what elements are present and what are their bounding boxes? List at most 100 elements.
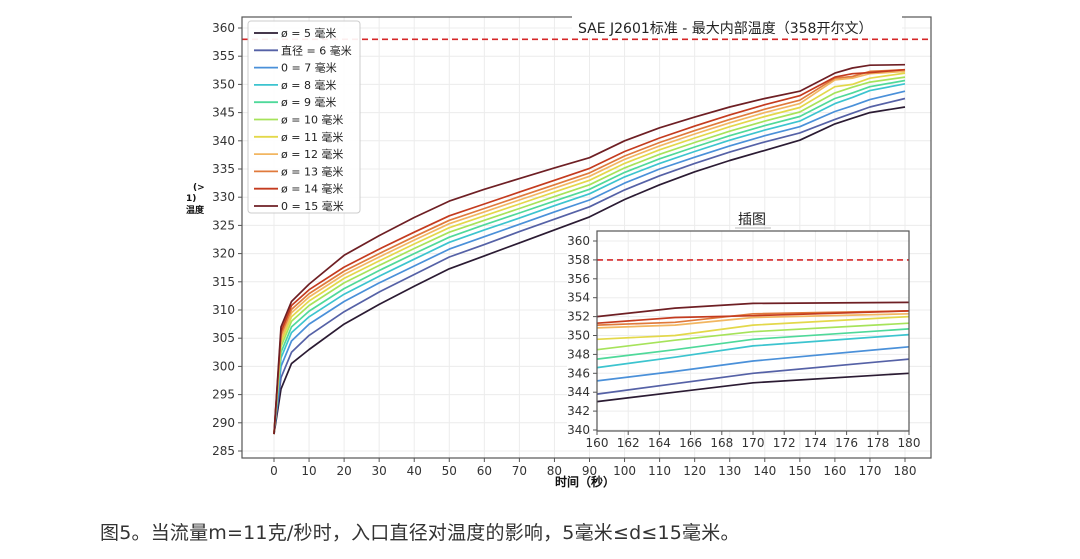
inset-series-line-14mm: [596, 310, 910, 325]
inset-series-line-11mm: [596, 315, 910, 341]
series-line-12mm: [273, 70, 906, 435]
series-line-7mm: [273, 90, 906, 435]
y-tick-label: 315: [212, 275, 235, 289]
inset-series-line-7mm: [596, 345, 910, 382]
inset-x-tick-label: 170: [742, 436, 765, 450]
chart-title: SAE J2601标准 - 最大内部温度（358开尔文）: [578, 21, 872, 37]
inset-y-tick-label: 342: [567, 404, 590, 418]
inset-y-tick-label: 340: [567, 423, 590, 437]
inset-x-tick-label: 160: [586, 436, 609, 450]
inset-series-line-5mm: [596, 372, 910, 403]
y-tick-label: 295: [212, 388, 235, 402]
legend-entry: 0 = 15 毫米: [281, 199, 344, 213]
inset-y-tick-label: 354: [567, 291, 590, 305]
y-tick-label: 355: [212, 49, 235, 63]
x-tick-label: 110: [648, 464, 671, 478]
inset-chart: 340 342 344 346 348 350 352 354 356 358 360 160 162…: [567, 212, 920, 450]
x-tick-label: 60: [477, 464, 492, 478]
x-tick-label: 130: [718, 464, 741, 478]
y-tick-label: 320: [212, 247, 235, 261]
inset-y-tick-label: 348: [567, 347, 590, 361]
inset-series-line-9mm: [596, 328, 910, 360]
series-line-10mm: [273, 76, 906, 435]
inset-series-line-6mm: [596, 358, 910, 395]
inset-x-tick-label: 166: [679, 436, 702, 450]
x-tick-label: 0: [270, 464, 278, 478]
inset-y-tick-label: 344: [567, 385, 590, 399]
y-tick-label: 345: [212, 106, 235, 120]
inset-series-line-12mm: [596, 312, 910, 329]
main-y-ticks: 285 290 295 300 305 310 315 320 325 330 335 340 345 3…: [212, 21, 242, 458]
x-tick-label: 180: [894, 464, 917, 478]
main-x-ticks: 0 10 20 30 40 50 60 70 80 90 100 110 120 130 140 150 160…: [270, 458, 916, 478]
y-axis-label-line2: 1): [186, 194, 196, 204]
x-tick-label: 100: [613, 464, 636, 478]
x-tick-label: 30: [372, 464, 387, 478]
legend-entry: 直径 = 6 毫米: [281, 43, 352, 57]
inset-x-tick-label: 172: [773, 436, 796, 450]
legend-entry: ø = 10 毫米: [281, 113, 343, 127]
inset-y-tick-label: 356: [567, 272, 590, 286]
y-tick-label: 310: [212, 303, 235, 317]
inset-series-line-10mm: [596, 322, 910, 351]
x-tick-label: 20: [336, 464, 351, 478]
inset-x-tick-label: 162: [617, 436, 640, 450]
y-tick-label: 330: [212, 190, 235, 204]
y-tick-label: 305: [212, 331, 235, 345]
x-tick-label: 120: [683, 464, 706, 478]
y-tick-label: 350: [212, 77, 235, 91]
y-tick-label: 360: [212, 21, 235, 35]
x-axis-label: 时间（秒）: [555, 474, 615, 489]
inset-series-line-13mm: [596, 310, 910, 326]
inset-series-line-15mm: [596, 301, 910, 318]
inset-x-tick-label: 180: [898, 436, 921, 450]
x-tick-label: 40: [407, 464, 422, 478]
legend-entry: ø = 12 毫米: [281, 147, 343, 161]
series-line-8mm: [273, 82, 906, 435]
y-tick-label: 340: [212, 134, 235, 148]
figure-caption: 图5。当流量m=11克/秒时，入口直径对温度的影响，5毫米≤d≤15毫米。: [100, 522, 740, 544]
x-tick-label: 170: [858, 464, 881, 478]
inset-x-ticks: 160 162 164 166 168 170 172 174 176 178 180: [586, 431, 921, 450]
inset-background: [567, 230, 909, 430]
series-line-6mm: [273, 97, 906, 435]
y-tick-label: 300: [212, 359, 235, 373]
series-line-11mm: [273, 72, 906, 435]
inset-y-tick-label: 358: [567, 253, 590, 267]
legend-entry: ø = 9 毫米: [281, 95, 336, 109]
inset-series-line-8mm: [596, 333, 910, 369]
inset-x-tick-label: 164: [648, 436, 671, 450]
series-line-15mm: [273, 63, 906, 435]
inset-title: 插图: [738, 212, 766, 228]
x-tick-label: 160: [823, 464, 846, 478]
y-tick-label: 335: [212, 162, 235, 176]
legend-entry: ø = 14 毫米: [281, 182, 343, 196]
x-tick-label: 90: [582, 464, 597, 478]
y-tick-label: 285: [212, 444, 235, 458]
x-tick-label: 150: [788, 464, 811, 478]
x-tick-label: 70: [512, 464, 527, 478]
legend-entry: ø = 8 毫米: [281, 78, 336, 92]
inset-x-tick-label: 174: [804, 436, 827, 450]
legend-box: [247, 20, 361, 214]
legend-entry: 0 = 7 毫米: [281, 61, 337, 75]
y-axis-label-line1: (>: [193, 183, 205, 193]
legend-entry: ø = 11 毫米: [281, 130, 343, 144]
inset-y-tick-label: 352: [567, 310, 590, 324]
title-background: [572, 16, 902, 38]
main-series-group: [273, 63, 906, 435]
legend-entry: ø = 13 毫米: [281, 164, 343, 178]
x-tick-label: 10: [301, 464, 316, 478]
y-tick-label: 325: [212, 218, 235, 232]
legend-entry: ø = 5 毫米: [281, 26, 336, 40]
inset-x-tick-label: 178: [866, 436, 889, 450]
inset-series-group: [596, 301, 910, 403]
series-line-14mm: [273, 68, 906, 435]
series-line-5mm: [273, 106, 906, 435]
x-tick-label: 140: [753, 464, 776, 478]
x-tick-label: 50: [442, 464, 457, 478]
inset-x-tick-label: 176: [835, 436, 858, 450]
inset-y-tick-label: 346: [567, 366, 590, 380]
